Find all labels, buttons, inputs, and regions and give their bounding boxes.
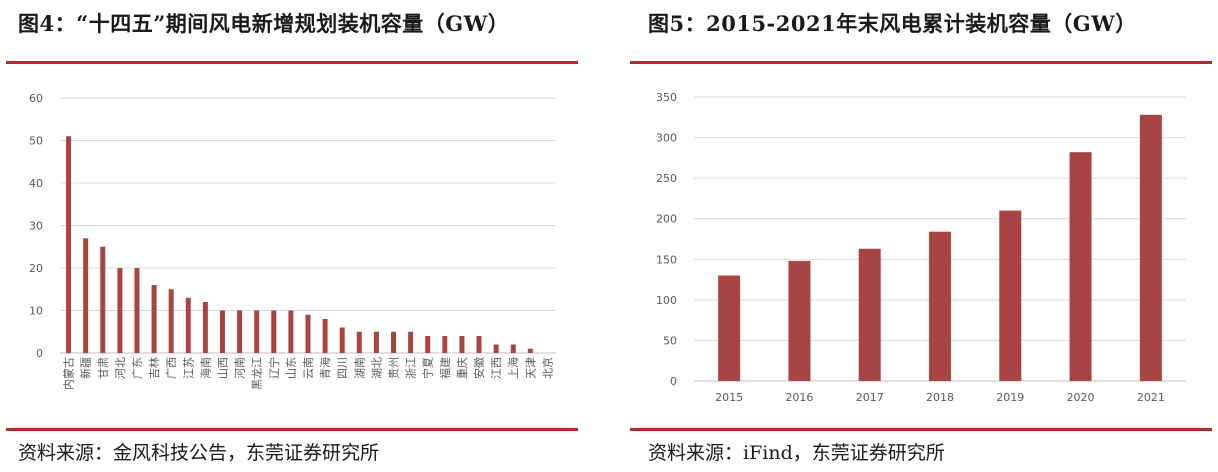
left-title-divider: [6, 61, 578, 64]
x-category-label: 2021: [1137, 391, 1165, 404]
bar: [100, 246, 106, 353]
x-category-label: 天津: [524, 357, 537, 379]
x-category-label: 北京: [540, 357, 554, 379]
y-tick-label: 100: [656, 294, 677, 307]
x-category-label: 安徽: [472, 357, 486, 379]
x-category-label: 福建: [438, 357, 452, 379]
bar: [356, 331, 362, 353]
left-source-divider: [6, 428, 578, 431]
bar: [442, 336, 448, 353]
bar: [305, 314, 311, 353]
x-category-label: 辽宁: [267, 357, 281, 379]
right-source-divider: [630, 428, 1212, 431]
x-category-label: 河南: [234, 357, 247, 379]
x-category-label: 河北: [114, 357, 127, 379]
y-tick-label: 200: [656, 213, 677, 226]
x-category-label: 2017: [856, 391, 884, 404]
x-category-label: 湖南: [353, 357, 366, 379]
bar: [510, 344, 516, 353]
bar: [339, 327, 345, 353]
bar: [237, 310, 243, 353]
y-tick-label: 20: [29, 262, 43, 275]
bar: [858, 248, 881, 381]
left-figure-panel: 图4：“十四五”期间风电新增规划装机容量（GW） 0 10 20 30 40 50 60 内蒙…: [0, 0, 582, 472]
right-figure-panel: 图5：2015-2021年末风电累计装机容量（GW） 0 50 100 150 200 2…: [630, 0, 1218, 472]
x-category-label: 江苏: [182, 357, 195, 379]
right-figure-title: 图5：2015-2021年末风电累计装机容量（GW）: [648, 11, 1137, 36]
bar: [391, 331, 397, 353]
x-category-label: 江西: [490, 357, 503, 379]
x-category-label: 海南: [198, 357, 212, 379]
bar: [1139, 114, 1162, 381]
x-category-label: 新疆: [79, 357, 93, 379]
x-category-label: 甘肃: [97, 357, 110, 379]
x-category-label: 2019: [996, 391, 1024, 404]
x-category-label: 宁夏: [421, 357, 435, 379]
bar: [1069, 152, 1092, 381]
bar: [476, 336, 482, 353]
x-category-label: 重庆: [455, 357, 469, 379]
y-tick-label: 150: [656, 253, 677, 266]
bar: [788, 260, 811, 381]
y-tick-label: 40: [29, 177, 43, 190]
bar: [254, 310, 260, 353]
bar: [373, 331, 379, 353]
y-tick-label: 250: [656, 172, 677, 185]
right-bar-chart: 0 50 100 150 200 250 300 350 2015 2016 2017 2018 201…: [656, 91, 1186, 404]
y-tick-label: 0: [670, 375, 677, 388]
x-category-label: 吉林: [147, 357, 161, 379]
x-category-label: 黑龙江: [251, 357, 264, 390]
x-category-label: 山西: [216, 357, 229, 379]
left-figure-title: 图4：“十四五”期间风电新增规划装机容量（GW）: [18, 11, 510, 36]
bar: [117, 268, 123, 353]
x-category-label: 青海: [318, 357, 332, 379]
bar: [929, 231, 951, 381]
bar: [527, 348, 533, 353]
x-category-label: 2015: [715, 391, 743, 404]
bar: [999, 210, 1022, 381]
y-tick-label: 30: [29, 220, 43, 233]
bar: [134, 268, 140, 353]
x-category-label: 云南: [302, 357, 315, 379]
x-category-label: 四川: [336, 357, 349, 379]
bar: [271, 310, 277, 353]
y-tick-label: 50: [663, 334, 677, 347]
bar: [322, 319, 328, 353]
bar: [718, 275, 741, 381]
bar: [151, 285, 157, 353]
bar: [202, 302, 208, 353]
x-category-label: 广西: [165, 357, 178, 379]
bar: [408, 331, 414, 353]
bar: [288, 310, 294, 353]
x-category-label: 山东: [285, 357, 298, 379]
y-tick-label: 300: [656, 132, 677, 145]
bar: [459, 336, 465, 353]
right-title-divider: [630, 61, 1212, 64]
left-bar-chart: 0 10 20 30 40 50 60 内蒙古 新疆 甘肃 河北 广东 吉林 广西 江苏 海南 山西 河南 黑龙江辽…: [29, 92, 556, 390]
y-tick-label: 10: [29, 305, 43, 318]
right-source-note: 资料来源：iFind，东莞证券研究所: [648, 442, 945, 464]
bar: [219, 310, 225, 353]
x-category-label: 2016: [785, 391, 813, 404]
x-category-label: 广东: [131, 357, 144, 379]
left-source-note: 资料来源：金风科技公告，东莞证券研究所: [18, 442, 380, 464]
bar: [168, 289, 174, 353]
x-category-label: 湖北: [370, 357, 383, 379]
y-tick-label: 0: [36, 347, 43, 360]
x-category-label: 贵州: [388, 357, 401, 379]
x-category-label: 上海: [506, 357, 520, 379]
bar: [185, 297, 191, 353]
bar: [493, 344, 499, 353]
bar: [83, 238, 89, 353]
y-tick-label: 60: [29, 92, 43, 105]
bar: [425, 336, 431, 353]
x-category-label: 2020: [1067, 391, 1095, 404]
bar: [66, 136, 72, 353]
y-tick-label: 50: [29, 135, 43, 148]
y-tick-label: 350: [656, 91, 677, 104]
x-category-label: 内蒙古: [62, 357, 76, 390]
x-category-label: 2018: [926, 391, 954, 404]
x-category-label: 浙江: [405, 357, 418, 379]
